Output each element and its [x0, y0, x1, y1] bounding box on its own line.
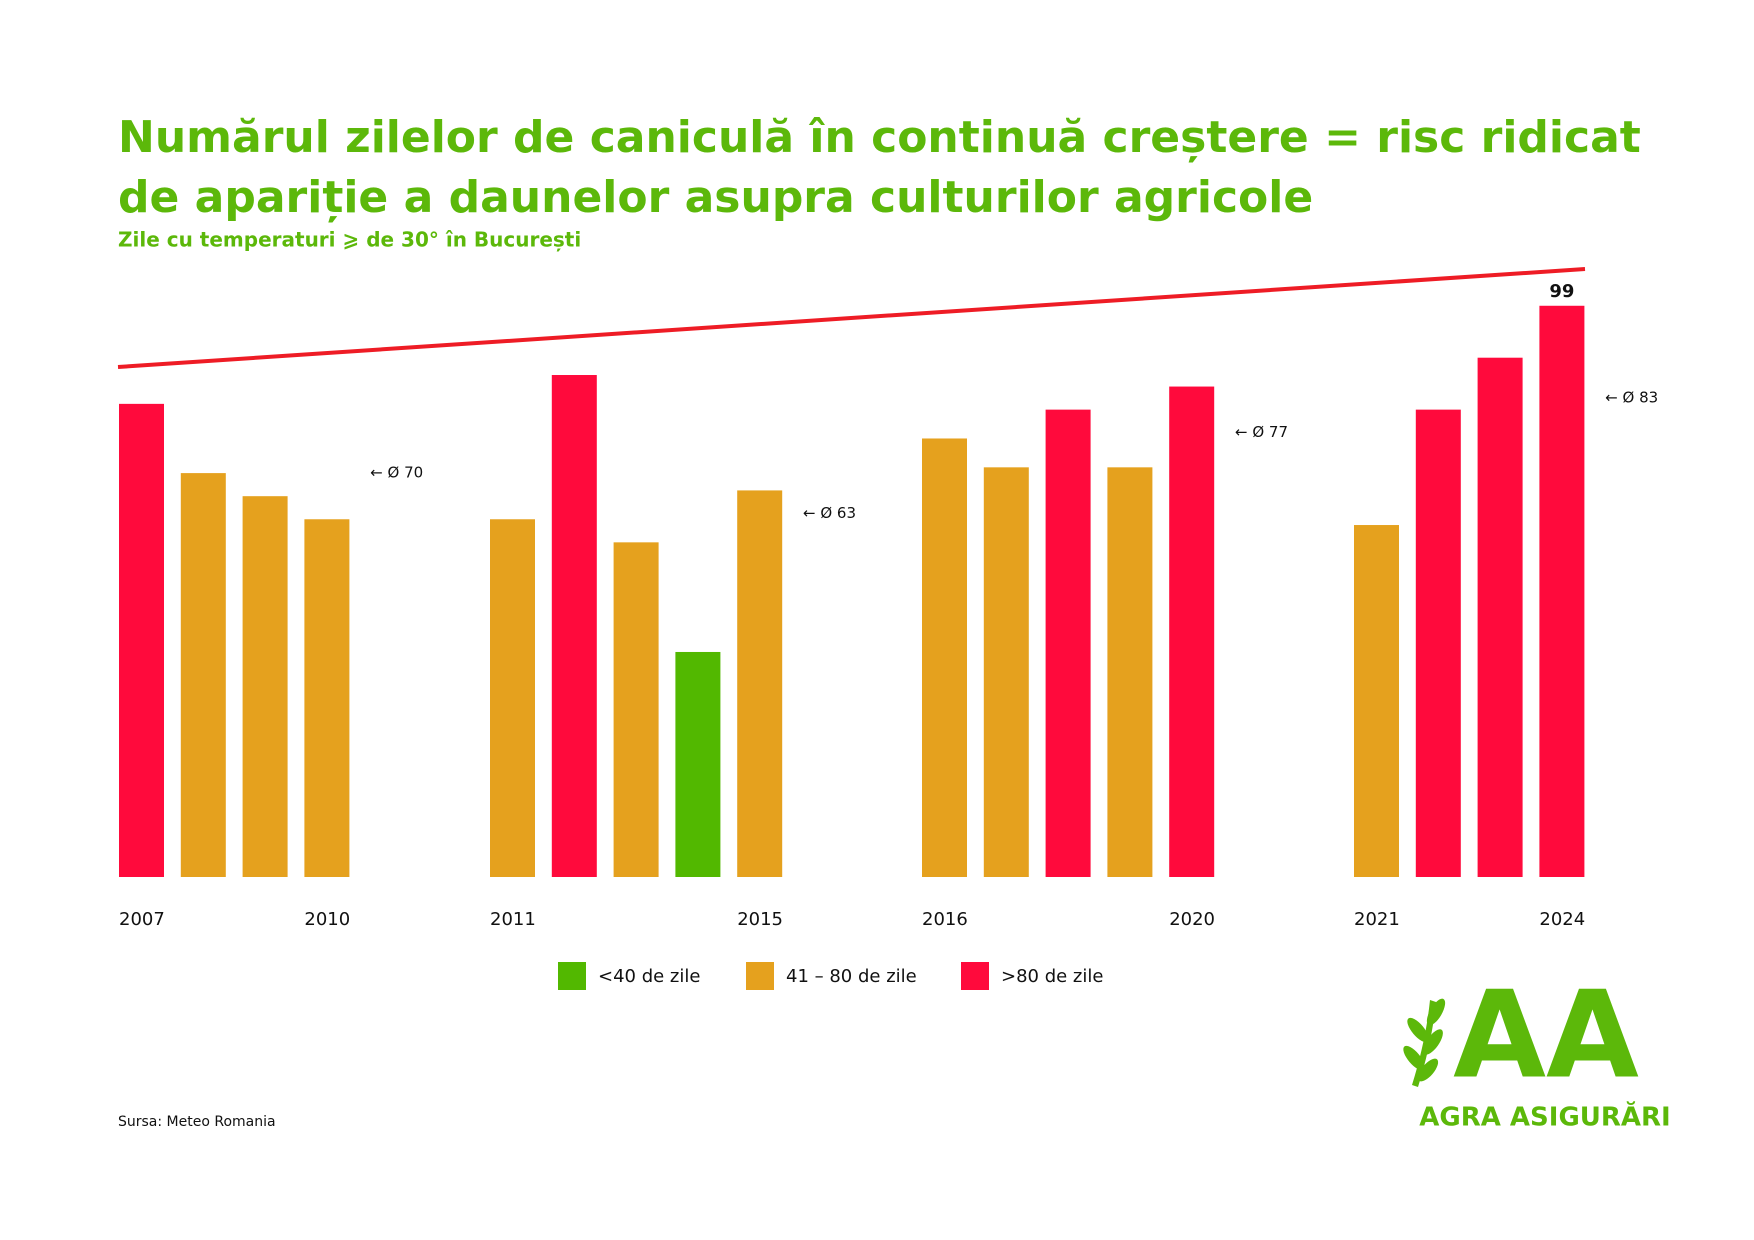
- bar: [304, 519, 350, 877]
- x-tick-label: 2021: [1354, 909, 1400, 930]
- bar: [242, 496, 288, 877]
- legend-swatch: [746, 962, 774, 990]
- bar: [1354, 525, 1399, 877]
- average-label: ← Ø 83: [1605, 389, 1658, 407]
- chart-subtitle: Zile cu temperaturi ⩾ de 30° în Bucureșt…: [118, 228, 581, 252]
- bar: [490, 519, 535, 877]
- bar: [737, 490, 783, 877]
- logo-mark: AA: [1453, 967, 1639, 1106]
- bar: [1539, 305, 1585, 877]
- bar: [613, 542, 659, 877]
- bar: [983, 467, 1029, 877]
- chart-title: de apariție a daunelor asupra culturilor…: [118, 172, 1313, 223]
- x-tick-label: 2020: [1169, 909, 1215, 930]
- x-tick-label: 2016: [922, 909, 968, 930]
- bar: [119, 403, 164, 877]
- bar: [1107, 467, 1153, 877]
- bar: [551, 375, 597, 877]
- legend-label: 41 – 80 de zile: [786, 966, 917, 987]
- average-label: ← Ø 77: [1235, 423, 1288, 441]
- bar: [675, 651, 721, 877]
- bar: [180, 473, 226, 877]
- source: Sursa: Meteo Romania: [118, 1114, 276, 1130]
- x-tick-label: 2011: [490, 909, 536, 930]
- trend-line: [117, 267, 1586, 369]
- bar: [922, 438, 967, 877]
- x-tick-label: 2010: [304, 909, 350, 930]
- bar: [1169, 386, 1215, 877]
- logo-name: AGRA ASIGURĂRI: [1419, 1101, 1670, 1133]
- logo-icon: [1403, 998, 1446, 1087]
- bar: [1045, 409, 1091, 877]
- x-tick-label: 2015: [737, 909, 783, 930]
- chart-title: Numărul zilelor de caniculă în continuă …: [118, 112, 1641, 163]
- legend-swatch: [558, 962, 586, 990]
- average-label: ← Ø 70: [370, 464, 423, 482]
- x-tick-label: 2024: [1539, 909, 1585, 930]
- legend-label: >80 de zile: [1001, 966, 1103, 987]
- average-label: ← Ø 63: [803, 504, 856, 522]
- value-label: 99: [1549, 281, 1574, 302]
- logo: AA AGRA ASIGURĂRI: [1403, 967, 1671, 1133]
- bar: [1477, 357, 1523, 877]
- legend-swatch: [961, 962, 989, 990]
- bar: [1415, 409, 1461, 877]
- x-tick-label: 2007: [119, 909, 165, 930]
- legend-label: <40 de zile: [598, 966, 700, 987]
